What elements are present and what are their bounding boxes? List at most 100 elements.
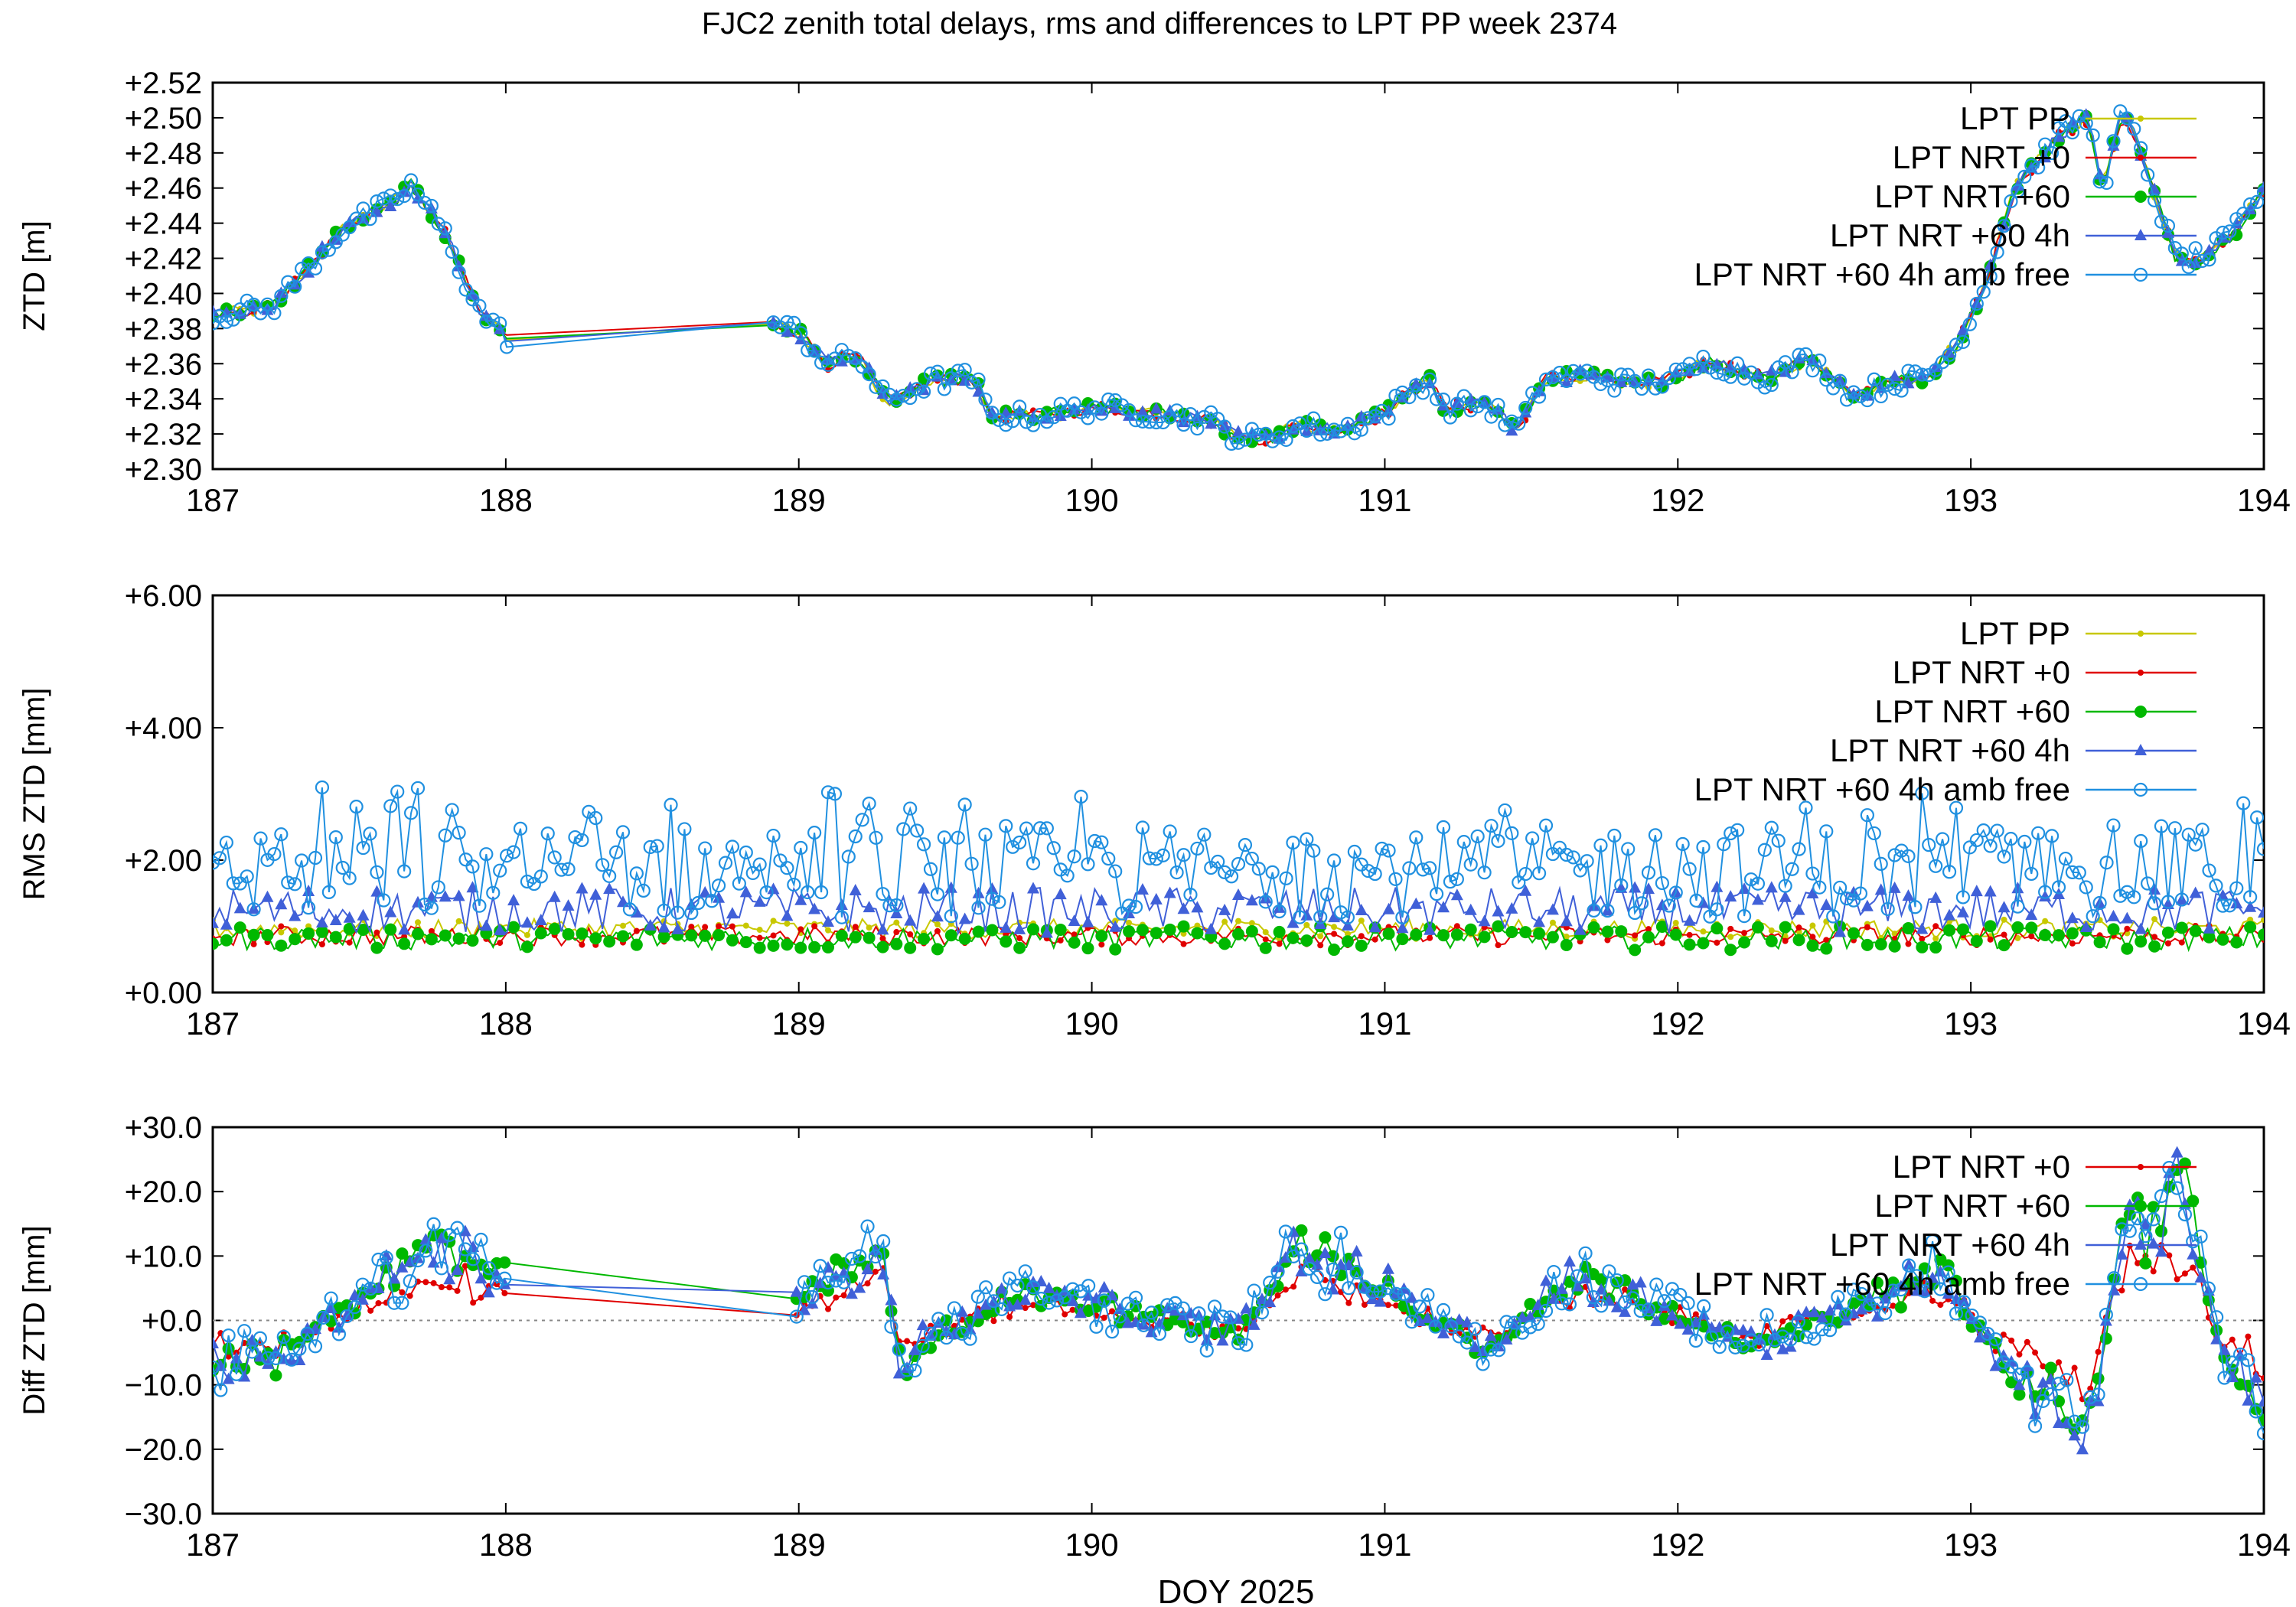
data-point (1022, 1305, 1029, 1312)
data-point (1066, 1294, 1079, 1306)
data-point (2012, 1367, 2027, 1382)
data-point (931, 910, 944, 922)
data-point (1303, 921, 1310, 928)
data-point (1445, 1316, 1458, 1328)
data-point (1221, 918, 1228, 925)
data-point (2210, 1324, 2223, 1337)
data-point (1696, 839, 1711, 855)
data-point (794, 941, 807, 954)
y-tick-label: +2.46 (125, 172, 202, 206)
data-point (1410, 928, 1423, 941)
data-point (2115, 1222, 2129, 1237)
data-point (2134, 141, 2148, 155)
data-point (1641, 1302, 1656, 1317)
data-point (1290, 1283, 1297, 1290)
data-point (2004, 832, 2018, 846)
legend-marker (2138, 116, 2144, 122)
data-point (1600, 373, 1615, 388)
data-point (1751, 893, 1764, 905)
data-point (1478, 914, 1491, 927)
data-point (1799, 347, 1813, 361)
data-point (1273, 925, 1286, 938)
data-point (2166, 1252, 2173, 1259)
x-tick-label: 188 (479, 1006, 533, 1041)
data-point (534, 913, 547, 925)
data-point (1499, 1315, 1514, 1329)
data-point (753, 941, 766, 954)
data-point (274, 288, 289, 303)
data-point (617, 930, 629, 943)
data-point (2027, 1419, 2043, 1433)
data-point (1265, 434, 1280, 448)
data-point (2122, 1224, 2137, 1238)
data-point (1224, 1321, 1237, 1334)
data-point (801, 343, 815, 357)
data-point (427, 1256, 440, 1268)
data-point (1617, 1295, 1632, 1310)
data-point (1374, 1295, 1387, 1307)
data-point (1929, 363, 1943, 377)
data-point (219, 835, 233, 850)
data-point (1259, 941, 1272, 954)
data-point (822, 940, 834, 953)
data-point (1068, 403, 1081, 415)
data-point (410, 1253, 426, 1268)
data-point (1365, 1285, 1380, 1299)
data-point (1113, 1309, 1127, 1324)
data-point (1662, 898, 1676, 913)
data-point (999, 819, 1013, 833)
data-point (595, 858, 610, 872)
data-point (1764, 820, 1779, 835)
data-point (1574, 923, 1587, 935)
data-point (1492, 1343, 1506, 1358)
y-tick-label: +30.0 (125, 1111, 202, 1145)
data-point (489, 1276, 504, 1290)
data-point (1382, 927, 1395, 940)
data-point (1300, 423, 1314, 438)
data-point (2245, 1333, 2252, 1340)
data-point (970, 1289, 985, 1304)
data-point (1067, 849, 1081, 864)
data-point (1027, 923, 1039, 936)
data-point (2261, 1375, 2264, 1382)
data-point (1450, 928, 1463, 941)
data-point (934, 921, 941, 927)
data-point (1282, 1286, 1289, 1293)
data-point (1970, 934, 1983, 947)
data-point (465, 859, 480, 874)
data-point (1019, 1293, 1032, 1305)
data-point (397, 189, 412, 204)
data-point (1081, 915, 1094, 927)
data-point (1081, 411, 1095, 425)
data-point (395, 1296, 409, 1310)
data-point (1314, 423, 1327, 435)
data-point (1276, 940, 1283, 947)
data-point (972, 886, 985, 898)
data-point (1191, 901, 1204, 913)
data-point (1990, 245, 2004, 259)
data-point (1902, 1258, 1916, 1273)
data-point (454, 1287, 461, 1294)
data-point (1546, 903, 1559, 915)
data-point (1313, 427, 1328, 442)
data-point (2024, 866, 2039, 882)
data-point (1779, 890, 1792, 902)
data-point (2186, 1234, 2200, 1249)
data-point (1711, 357, 1724, 370)
data-point (876, 1234, 891, 1249)
legend-label: LPT NRT +60 4h (1830, 732, 2070, 768)
data-point (383, 188, 398, 203)
data-point (636, 883, 651, 898)
data-point (1163, 824, 1177, 839)
data-point (1211, 412, 1225, 426)
data-point (1724, 944, 1737, 957)
data-point (1547, 1265, 1561, 1279)
y-tick-label: +2.48 (125, 137, 202, 171)
data-point (1815, 1311, 1828, 1323)
data-point (1128, 413, 1143, 428)
data-point (2154, 819, 2169, 833)
data-point (1368, 866, 1382, 882)
data-point (1580, 854, 1594, 869)
data-point (452, 932, 465, 945)
